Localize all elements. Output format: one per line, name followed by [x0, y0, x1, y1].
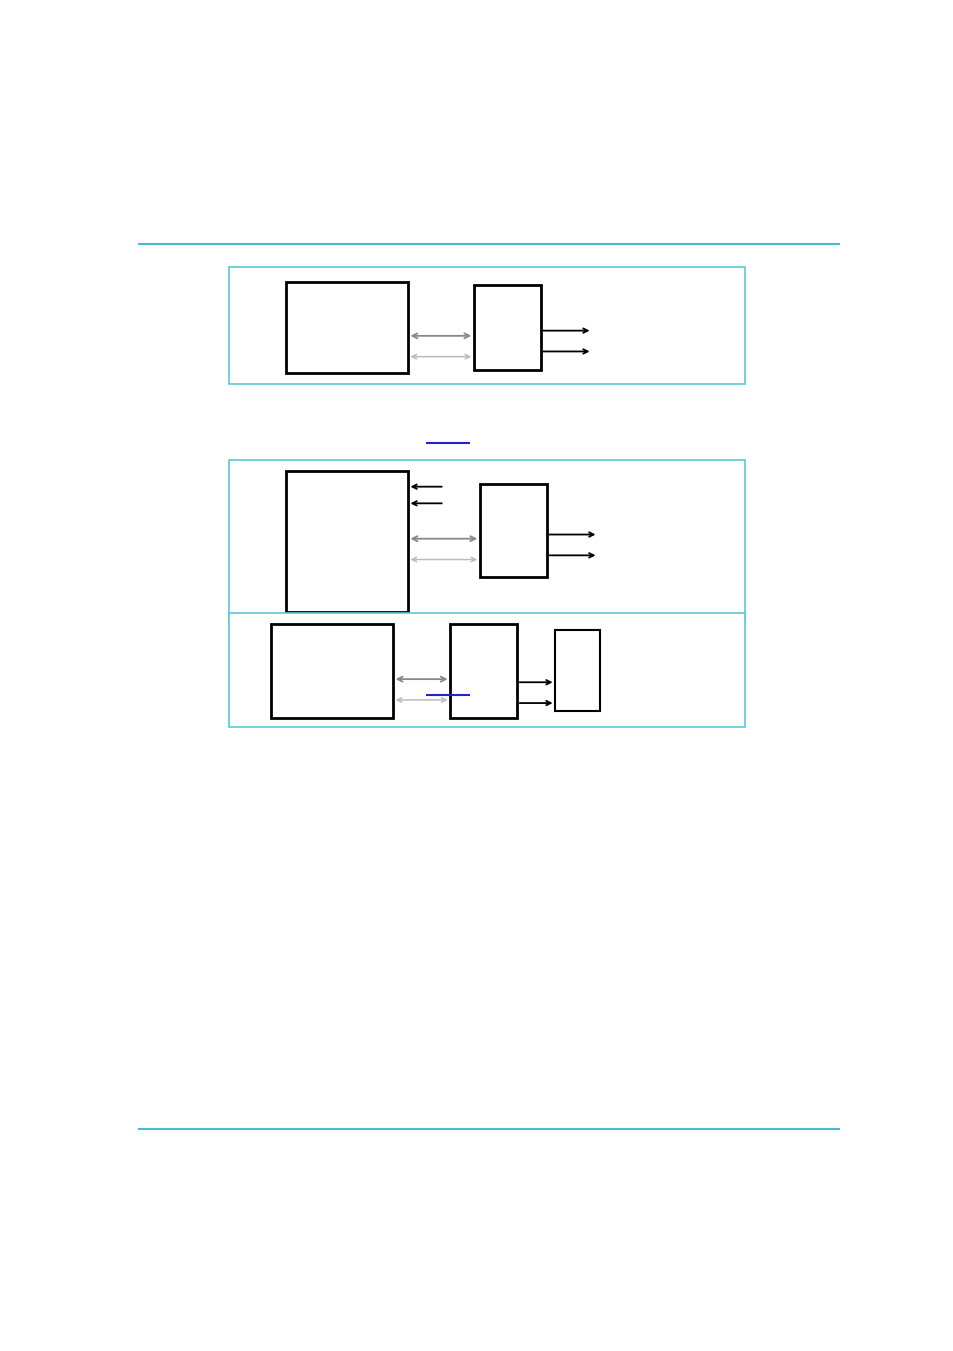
Bar	[285, 282, 407, 373]
Bar	[229, 267, 744, 384]
Bar	[229, 612, 744, 727]
Bar	[229, 459, 744, 621]
Bar	[285, 471, 407, 612]
Bar	[271, 624, 393, 717]
Bar	[479, 484, 546, 577]
Bar	[450, 624, 517, 717]
Bar	[555, 630, 599, 712]
Bar	[474, 285, 540, 370]
